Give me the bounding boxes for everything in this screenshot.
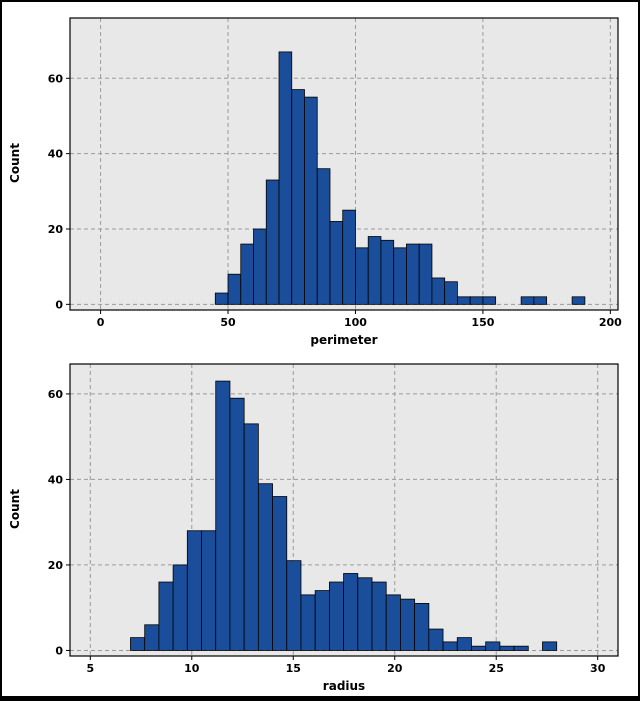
histogram-bar	[380, 239, 395, 305]
histogram-bar	[130, 637, 146, 651]
histogram-bar	[357, 577, 373, 651]
histogram-bar	[355, 247, 369, 305]
histogram-bar	[227, 273, 242, 305]
x-axis-title: radius	[323, 679, 365, 693]
x-axis-title: perimeter	[310, 333, 377, 347]
histogram-bar	[456, 637, 472, 651]
histogram-bar	[371, 581, 387, 651]
plot-layer: 5 10 15 20 25 30 0 20 40 60	[48, 363, 619, 675]
x-tick-label: 30	[590, 662, 606, 675]
histogram-bar	[499, 645, 515, 651]
y-tick-label: 0	[55, 644, 63, 657]
histogram-bar	[265, 179, 280, 305]
y-tick-label: 60	[48, 388, 64, 401]
histogram-bar	[291, 89, 305, 305]
plot-border	[69, 17, 619, 311]
histogram-bar	[243, 423, 259, 651]
histogram-bar	[414, 603, 430, 651]
x-tick-label: 10	[184, 662, 200, 675]
histogram-bar	[253, 228, 267, 305]
histogram-bar	[469, 296, 484, 305]
histogram-bar	[400, 598, 416, 651]
histogram-bar	[215, 380, 231, 651]
x-tick-label: 50	[220, 316, 236, 329]
histogram-bar	[144, 624, 160, 651]
histogram-bar	[240, 243, 254, 305]
y-tick-label: 40	[48, 148, 64, 161]
histogram-bar	[367, 236, 382, 305]
x-tick-label: 25	[489, 662, 504, 675]
y-axis-title: Count	[8, 489, 22, 529]
perimeter-histogram-chart: 0 50 100 150 200 0 20 40 60 perimeter Count	[8, 17, 622, 347]
x-tick-label: 0	[97, 316, 105, 329]
x-tick-label: 150	[471, 316, 494, 329]
histogram-bar	[229, 397, 245, 651]
histogram-bar	[385, 594, 401, 651]
histogram-bar	[442, 641, 458, 651]
histogram-bar	[278, 51, 293, 305]
histogram-bar	[513, 645, 529, 651]
histogram-bar	[571, 296, 586, 305]
plot-layer: 0 50 100 150 200 0 20 40 60	[48, 17, 622, 329]
histogram-bar	[201, 530, 217, 651]
histogram-bar	[406, 243, 420, 305]
radius-histogram-panel: 5 10 15 20 25 30 0 20 40 60 radius Count	[6, 354, 634, 696]
plot-border	[69, 363, 619, 657]
histogram-bar	[286, 560, 302, 651]
histogram-bar	[520, 296, 535, 305]
perimeter-histogram-panel: 0 50 100 150 200 0 20 40 60 perimeter Count	[6, 8, 634, 354]
y-tick-label: 20	[48, 559, 64, 572]
histogram-bar	[257, 483, 273, 651]
radius-histogram-chart: 5 10 15 20 25 30 0 20 40 60 radius Count	[8, 363, 619, 693]
histogram-bar	[471, 645, 487, 651]
x-tick-label: 20	[387, 662, 403, 675]
histogram-bar	[214, 292, 229, 305]
histogram-bar	[393, 247, 407, 305]
histogram-bar	[158, 581, 174, 651]
x-tick-label: 200	[599, 316, 622, 329]
histogram-bar	[457, 296, 471, 305]
histogram-bar	[343, 573, 359, 651]
histogram-bar	[533, 296, 548, 305]
histogram-bar	[485, 641, 501, 651]
histogram-bar	[542, 641, 558, 651]
histogram-bar	[431, 277, 446, 305]
y-tick-label: 40	[48, 473, 64, 486]
histogram-bar	[300, 594, 316, 651]
histogram-bar	[314, 590, 330, 651]
x-tick-label: 5	[86, 662, 94, 675]
histogram-bar	[316, 168, 331, 305]
histogram-bar	[186, 530, 202, 651]
y-axis-title: Count	[8, 143, 22, 183]
x-tick-label: 100	[344, 316, 367, 329]
histogram-bar	[418, 243, 433, 305]
histogram-bar	[482, 296, 497, 305]
histogram-bar	[272, 496, 288, 651]
histogram-bar	[172, 564, 188, 651]
histogram-bar	[329, 221, 344, 305]
y-tick-label: 60	[48, 72, 64, 85]
histogram-bar	[304, 96, 318, 305]
histogram-bar	[428, 628, 444, 651]
histogram-bar	[444, 281, 458, 305]
histogram-bar	[342, 209, 356, 305]
x-tick-label: 15	[286, 662, 301, 675]
y-tick-label: 20	[48, 223, 64, 236]
histogram-bar	[328, 581, 344, 651]
y-tick-label: 0	[55, 298, 63, 311]
